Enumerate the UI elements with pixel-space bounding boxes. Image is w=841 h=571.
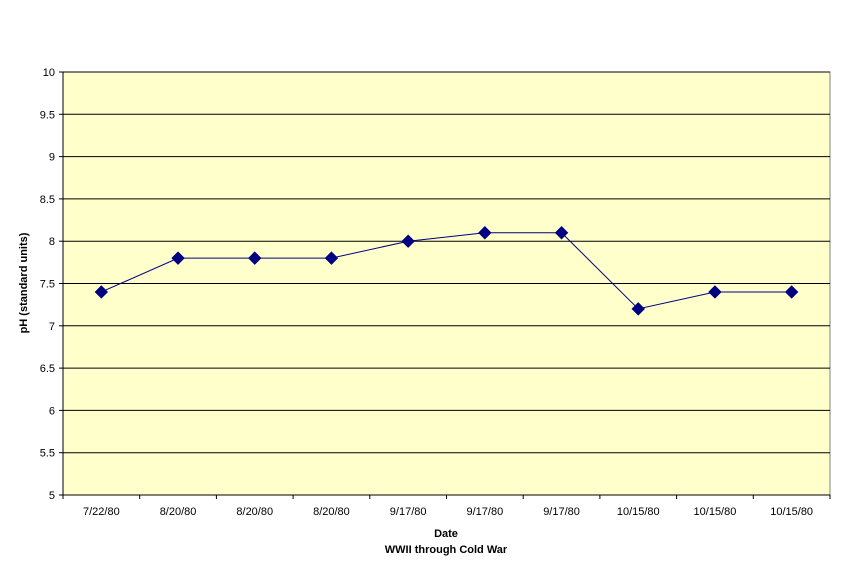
x-tick-label: 7/22/80 xyxy=(83,506,120,518)
series-group xyxy=(94,226,799,316)
y-tick-label: 6 xyxy=(49,405,55,417)
y-tick-labels: 5 5.5 6 6.5 7 7.5 8 8.5 9 9.5 10 xyxy=(40,67,55,502)
data-point xyxy=(401,234,415,248)
y-tick-label: 10 xyxy=(43,67,55,79)
data-point xyxy=(478,226,492,240)
y-tick-label: 8.5 xyxy=(40,194,55,206)
axes xyxy=(59,71,831,499)
data-point xyxy=(554,226,569,240)
y-tick-label: 9.5 xyxy=(40,109,55,121)
y-tick-label: 5.5 xyxy=(40,448,55,460)
data-point xyxy=(248,251,262,265)
series-line xyxy=(101,232,792,310)
data-point xyxy=(171,251,185,265)
y-tick-label: 7 xyxy=(49,321,55,333)
y-tick-label: 9 xyxy=(49,152,55,164)
x-axis-title: Date xyxy=(434,528,458,540)
x-tick-label: 8/20/80 xyxy=(236,506,273,518)
data-point xyxy=(94,285,109,299)
y-axis-title: pH (standard units) xyxy=(18,232,30,333)
gridlines xyxy=(63,71,830,454)
x-tick-label: 10/15/80 xyxy=(770,506,813,518)
y-tick-label: 6.5 xyxy=(40,363,55,375)
data-point xyxy=(631,302,645,316)
x-tick-label: 8/20/80 xyxy=(160,506,197,518)
x-tick-label: 8/20/80 xyxy=(313,506,350,518)
x-tick-label: 9/17/80 xyxy=(543,506,580,518)
y-tick-label: 8 xyxy=(49,236,55,248)
y-tick-label: 7.5 xyxy=(40,279,55,291)
y-tick-label: 5 xyxy=(49,490,55,502)
x-tick-label: 9/17/80 xyxy=(390,506,427,518)
x-axis-subtitle: WWII through Cold War xyxy=(385,544,508,556)
x-tick-label: 10/15/80 xyxy=(617,506,660,518)
data-point xyxy=(784,285,799,299)
data-point xyxy=(708,285,722,299)
x-tick-label: 9/17/80 xyxy=(466,506,503,518)
data-point xyxy=(324,251,339,265)
x-tick-labels: 7/22/80 8/20/80 8/20/80 8/20/80 9/17/80 9/17/… xyxy=(83,506,813,518)
x-tick-label: 10/15/80 xyxy=(694,506,737,518)
